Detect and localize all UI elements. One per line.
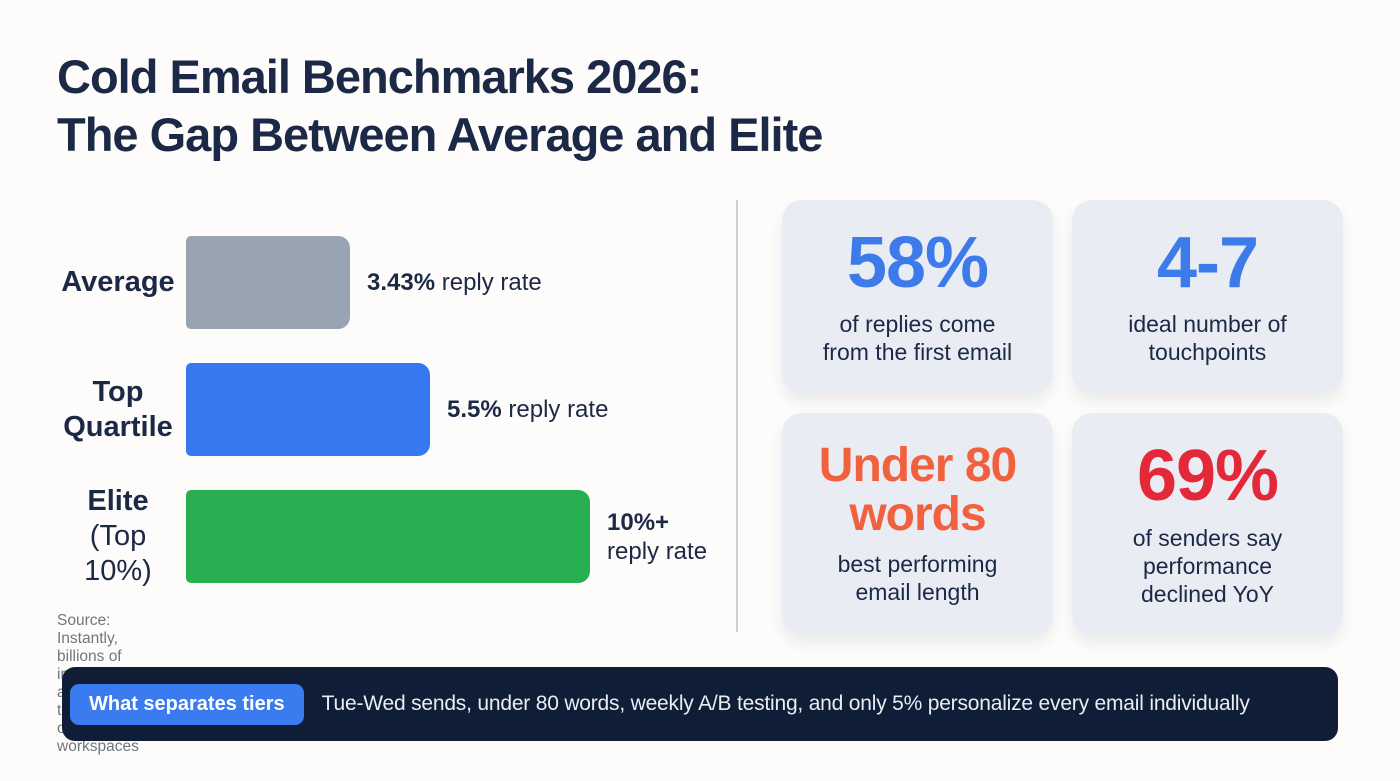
- bar-row: Average 3.43% reply rate: [53, 236, 542, 329]
- stat-caption: of replies come from the first email: [822, 311, 1013, 366]
- stat-card: 69% of senders say performance declined YoY: [1072, 413, 1343, 635]
- bar-row: Elite (Top 10%) 10%+ reply rate: [53, 485, 708, 587]
- footer-text: Tue-Wed sends, under 80 words, weekly A/…: [321, 692, 1250, 715]
- bar: [186, 363, 430, 456]
- bar-value-label: 3.43% reply rate: [367, 269, 542, 296]
- stat-caption: ideal number of touchpoints: [1128, 311, 1287, 366]
- footer-bar: What separates tiers Tue-Wed sends, unde…: [62, 667, 1338, 741]
- page-title: Cold Email Benchmarks 2026: The Gap Betw…: [57, 48, 823, 164]
- bar-label: Average: [61, 266, 175, 298]
- stat-number: Under 80 words: [818, 439, 1017, 541]
- bar-value-label: 10%+ reply rate: [607, 508, 708, 565]
- stat-caption: best performing email length: [837, 550, 998, 605]
- bar: [186, 490, 590, 583]
- page-title-line1: Cold Email Benchmarks 2026:: [57, 50, 702, 103]
- bar-row: Top Quartile 5.5% reply rate: [53, 363, 608, 456]
- stat-number: 69%: [1136, 436, 1279, 517]
- page-title-line2: The Gap Between Average and Elite: [57, 108, 823, 161]
- stat-card: Under 80 words best performing email length: [782, 413, 1053, 635]
- stat-card: 4-7 ideal number of touchpoints: [1072, 200, 1343, 393]
- bar: [186, 236, 350, 329]
- bar-label: Top Quartile: [63, 375, 173, 443]
- stat-card: 58% of replies come from the first email: [782, 200, 1053, 393]
- stat-number: 4-7: [1156, 222, 1259, 303]
- stat-caption: of senders say performance declined YoY: [1132, 524, 1283, 607]
- footer-badge: What separates tiers: [70, 683, 304, 725]
- bar-value-label: 5.5% reply rate: [447, 396, 609, 423]
- stat-cards: 58% of replies come from the first email 4-…: [782, 200, 1343, 635]
- stat-number: 58%: [846, 222, 989, 303]
- bar-label: Elite (Top 10%): [84, 485, 152, 587]
- vertical-divider: [736, 200, 738, 632]
